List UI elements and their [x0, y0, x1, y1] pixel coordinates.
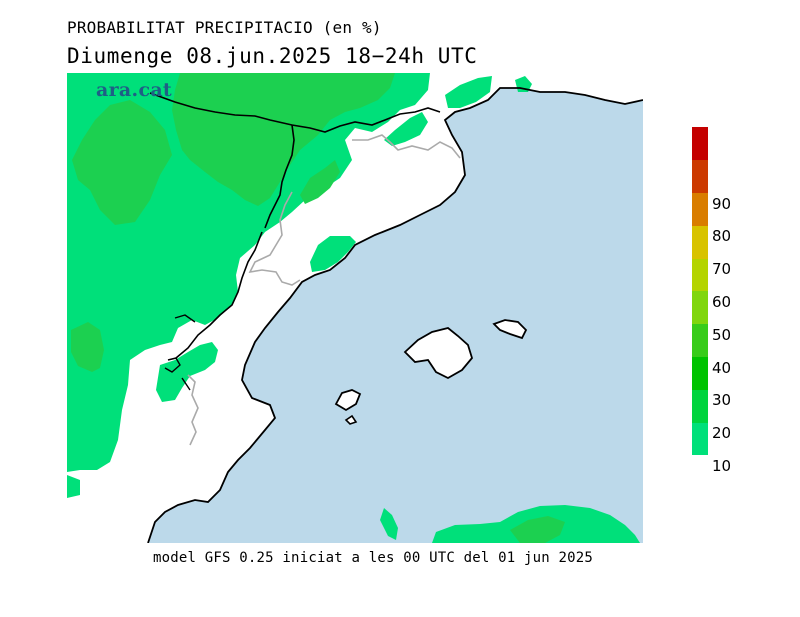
- island-formentera: [344, 414, 358, 425]
- legend-tick-label: 90: [712, 194, 732, 213]
- island-mallorca: [403, 327, 474, 380]
- legend-color-swatch: [692, 422, 708, 456]
- legend-color-swatch: [692, 356, 708, 390]
- international-border: [167, 231, 263, 361]
- probability-zone-10-20: [445, 76, 492, 108]
- legend-tick-label: 50: [712, 325, 732, 344]
- international-border: [264, 124, 295, 229]
- chart-title: PROBABILITAT PRECIPITACIO (en %): [67, 18, 382, 37]
- legend-color-swatch: [692, 291, 708, 325]
- legend-tick-label: 70: [712, 260, 732, 279]
- forecast-date: Diumenge 08.jun.2025 18−24h UTC: [67, 44, 478, 68]
- probability-zone-20-30: [300, 160, 340, 204]
- legend-color-swatch: [692, 159, 708, 194]
- legend-color-swatch: [692, 225, 708, 259]
- regional-border: [187, 374, 199, 446]
- probability-zone-10-20: [156, 342, 218, 402]
- probability-zone-10-20: [384, 112, 428, 146]
- international-border: [164, 314, 196, 391]
- legend-tick-label: 20: [712, 424, 732, 443]
- legend-tick-label: 40: [712, 358, 732, 377]
- legend-color-swatch: [692, 258, 708, 292]
- island-ibiza: [334, 389, 362, 412]
- probability-zone-20-30: [72, 100, 172, 225]
- legend-color-swatch: [692, 192, 708, 226]
- legend-tick-label: 30: [712, 391, 732, 410]
- probability-legend: 10 20 30 40 50 60 70 80 90: [692, 127, 731, 474]
- regional-border: [248, 191, 301, 286]
- coastline: [147, 87, 643, 543]
- probability-zone-20-30: [510, 516, 565, 543]
- legend-tick-label: 10: [712, 457, 732, 475]
- legend-tick-label: 60: [712, 293, 732, 311]
- international-border: [149, 92, 441, 133]
- probability-zone-10-20: [380, 508, 398, 540]
- legend-tick-label: 80: [712, 227, 732, 246]
- legend-color-swatch: [692, 323, 708, 358]
- legend-color-swatch: [692, 389, 708, 423]
- probability-zone-10-20: [67, 475, 80, 498]
- probability-zone-20-30: [172, 73, 395, 206]
- probability-zone-20-30: [71, 322, 104, 372]
- model-info: model GFS 0.25 iniciat a les 00 UTC del …: [153, 550, 594, 566]
- probability-zone-10-20: [310, 236, 356, 272]
- ara-cat-logo: ara.cat: [96, 79, 173, 101]
- regional-border: [352, 134, 461, 159]
- island-menorca: [492, 319, 528, 340]
- legend-color-swatch: [692, 127, 708, 161]
